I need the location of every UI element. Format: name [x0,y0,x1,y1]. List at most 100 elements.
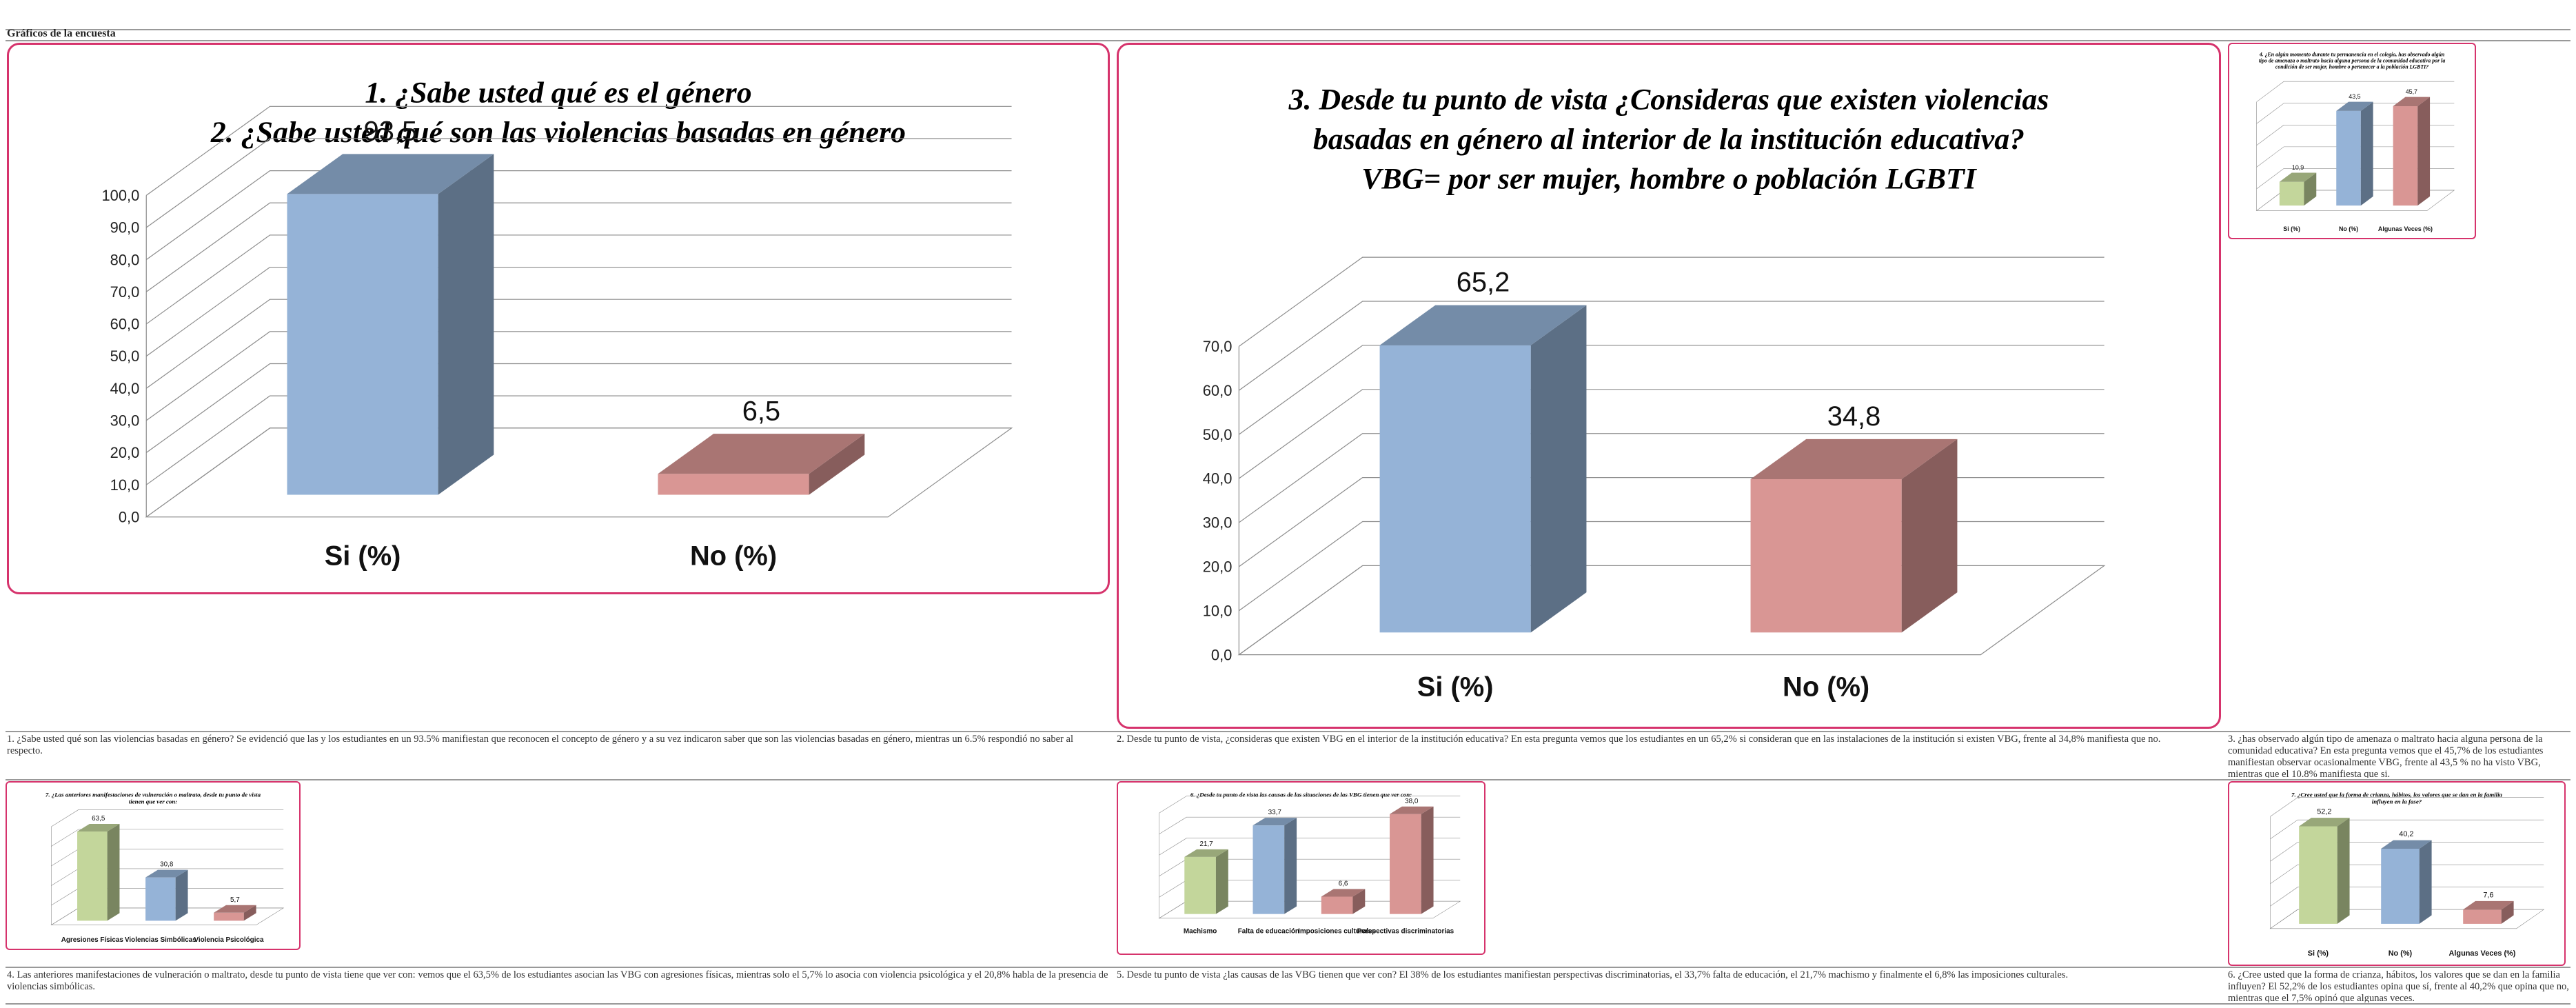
category-label: Falta de educación [1238,928,1299,936]
category-label: Perspectivas discriminatorias [1357,928,1454,936]
chart-title-line: 3. Desde tu punto de vista ¿Consideras q… [1288,83,2049,116]
bar-value-label: 52,2 [2317,808,2331,816]
bar-value-label: 6,6 [1339,880,1348,888]
chart-svg-c2: 3. Desde tu punto de vista ¿Consideras q… [1203,83,2106,702]
top-rule [6,29,2570,30]
chart-observado-amenaza: 4. ¿En algún momento durante tu permanen… [2228,43,2476,239]
y-tick-label: 70,0 [1203,338,1233,355]
caption-5: 5. Desde tu punto de vista ¿las causas d… [1117,969,2069,980]
category-label: Si (%) [2283,225,2300,232]
y-tick-label: 60,0 [110,316,140,333]
chart-grid [145,105,1013,518]
bar-value-label: 65,2 [1457,268,1510,298]
chart-title-line: VBG= por ser mujer, hombre o población L… [1361,163,1978,196]
bottom-rule [6,1003,2570,1005]
y-tick-label: 30,0 [1203,514,1233,532]
bar-value-label: 5,7 [230,896,240,904]
chart-title-line: 2. ¿Sabe usted qué son las violencias ba… [210,116,906,149]
bar-value-label: 21,7 [1199,840,1213,848]
chart-causas-vbg: 6. ¿Desde tu punto de vista las causas d… [1117,781,1485,955]
chart-svg-c6: 7. ¿Cree usted que la forma de crianza, … [2269,792,2545,958]
bar-3 [2393,97,2431,206]
bar-1 [1379,305,1587,633]
y-tick-label: 0,0 [1211,646,1232,663]
bar-2 [2336,101,2373,206]
row-rule-1 [6,731,2570,732]
caption-6: 6. ¿Cree usted que la forma de crianza, … [2228,969,2569,1002]
bar-1 [1184,849,1228,914]
bar-value-label: 10,9 [2292,164,2304,171]
chart-manifestaciones: 7. ¿Las anteriores manifestaciones de vu… [6,781,301,950]
bar-value-label: 34,8 [1827,401,1881,432]
bar-value-label: 63,5 [92,815,105,823]
bar-value-label: 6,5 [742,396,780,426]
bar-3 [1321,889,1366,914]
chart-title-line: 7. ¿Las anteriores manifestaciones de vu… [45,792,261,798]
category-label: Si (%) [1417,672,1494,702]
y-tick-label: 20,0 [110,444,140,461]
y-tick-label: 0,0 [119,509,139,526]
y-tick-label: 60,0 [1203,382,1233,399]
caption-3: 3. ¿has observado algún tipo de amenaza … [2228,734,2544,778]
category-label: No (%) [2339,225,2358,232]
row-rule-2 [6,779,2570,780]
chart-title-line: basadas en género al interior de la inst… [1313,123,2025,156]
section-title: Gráficos de la encuesta [7,28,116,39]
y-tick-label: 90,0 [110,219,140,236]
chart-svg-c1: 1. ¿Sabe usted qué es el género 2. ¿Sabe … [101,76,1013,571]
bar-1 [77,823,120,921]
category-label: No (%) [690,541,777,571]
chart-title-line: tienen que ver con: [129,798,178,805]
chart-title-line: 7. ¿Cree usted que la forma de crianza, … [2291,792,2503,798]
bar-2 [2381,840,2432,924]
bar-2 [658,434,865,495]
chart-title-line: influyen en la fase? [2372,798,2422,805]
chart-title-line: 1. ¿Sabe usted qué es el género [365,76,751,109]
y-tick-label: 50,0 [110,347,140,365]
chart-title-line: 6. ¿Desde tu punto de vista las causas d… [1190,792,1412,798]
y-tick-label: 10,0 [1203,602,1233,619]
y-tick-label: 100,0 [101,187,139,204]
category-label: No (%) [1783,672,1869,702]
y-tick-label: 20,0 [1203,558,1233,576]
y-tick-label: 10,0 [110,476,140,494]
y-tick-label: 50,0 [1203,426,1233,443]
category-label: Algunas Veces (%) [2378,225,2433,232]
bar-value-label: 45,7 [2406,88,2417,95]
category-label: Agresiones Físicas [61,936,124,944]
bar-2 [1252,818,1297,914]
chart-grid [1237,256,2106,656]
category-label: Violencia Psicológica [194,936,264,944]
bar-3 [214,905,256,921]
bar-value-label: 33,7 [1268,809,1281,816]
caption-2: 2. Desde tu punto de vista, ¿consideras … [1117,734,2161,745]
bar-value-label: 7,6 [2483,891,2493,900]
bar-3 [2463,900,2514,924]
header-rule [6,40,2570,41]
caption-4: 4. Las anteriores manifestaciones de vul… [7,969,1108,992]
bar-value-label: 40,2 [2399,830,2413,838]
bar-2 [1750,439,1958,633]
bar-value-label: 38,0 [1405,798,1419,805]
category-label: Algunas Veces (%) [2449,949,2516,958]
chart-svg-c4: 7. ¿Las anteriores manifestaciones de vu… [45,792,285,944]
bar-2 [145,869,188,921]
bar-1 [2299,818,2350,924]
bar-4 [1390,806,1434,914]
caption-1: 1. ¿Sabe usted qué son las violencias ba… [7,734,1073,756]
bar-1 [2279,172,2317,206]
category-label: Si (%) [2308,949,2329,958]
chart-title-line: tipo de amenaza o maltrato hacia alguna … [2259,58,2446,64]
y-tick-label: 30,0 [110,412,140,430]
bar-value-label: 43,5 [2349,93,2360,100]
bar-1 [287,154,494,495]
row-rule-3 [6,967,2570,968]
category-label: Violencias Simbólicas [125,936,196,944]
y-tick-label: 40,0 [1203,470,1233,487]
bar-value-label: 93,5 [364,117,418,147]
chart-vbg-institucion: 3. Desde tu punto de vista ¿Consideras q… [1117,43,2221,729]
chart-svg-c5: 6. ¿Desde tu punto de vista las causas d… [1158,792,1461,936]
category-label: Si (%) [325,541,401,571]
chart-crianza: 7. ¿Cree usted que la forma de crianza, … [2228,781,2566,966]
chart-svg-c3: 4. ¿En algún momento durante tu permanen… [2255,52,2455,232]
